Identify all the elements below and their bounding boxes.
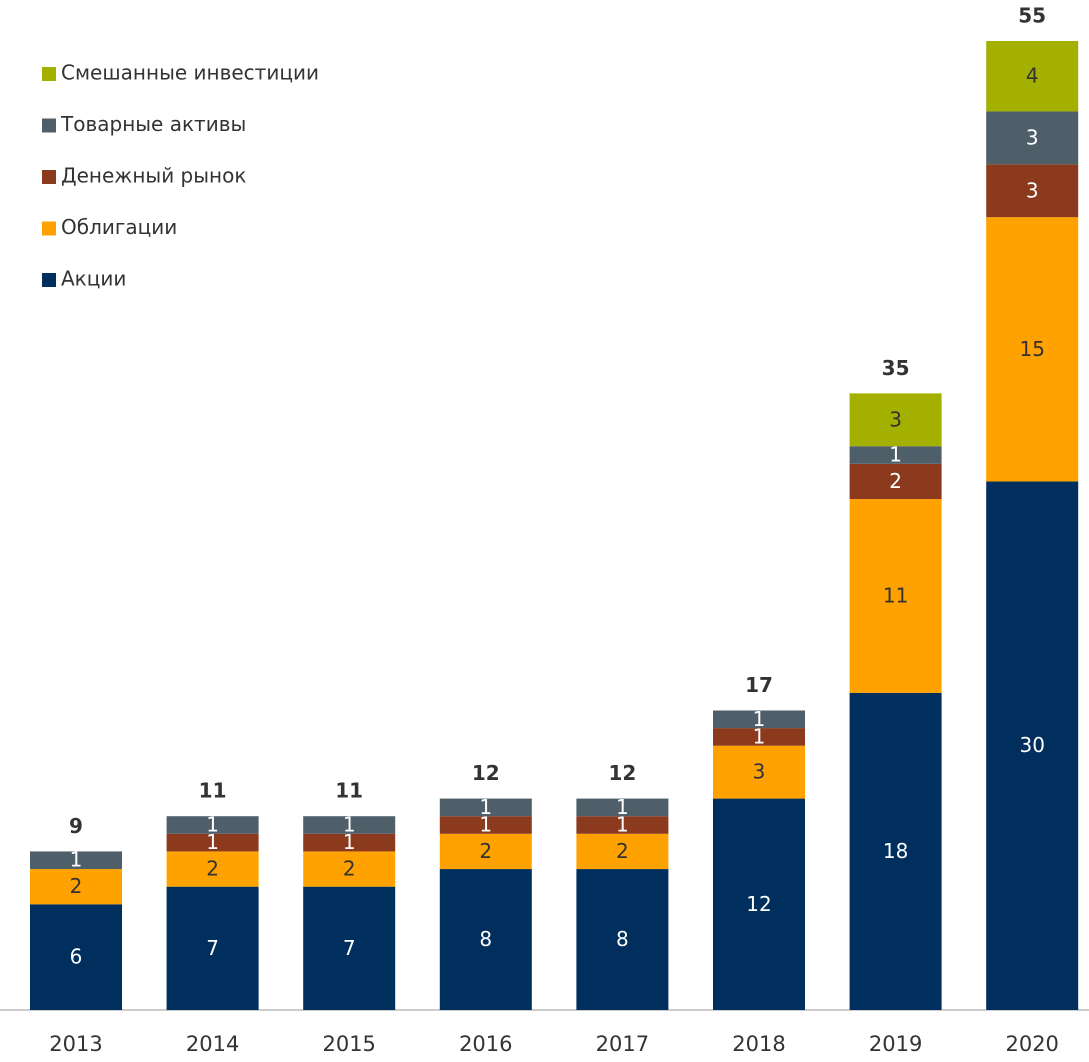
bar-segment <box>713 745 805 799</box>
bar-segment <box>986 111 1079 165</box>
bar-segment <box>576 869 669 1010</box>
legend-label: Смешанные инвестиции <box>61 61 319 85</box>
total-label: 11 <box>335 779 363 803</box>
data-label: 18 <box>883 839 908 863</box>
total-label: 35 <box>882 356 910 380</box>
data-label: 11 <box>883 583 908 607</box>
total-label: 55 <box>1018 4 1046 28</box>
data-label: 1 <box>343 813 356 837</box>
bar-segment <box>166 816 259 834</box>
bar-segment <box>576 816 669 834</box>
x-tick-label: 2015 <box>322 1032 375 1056</box>
data-label: 3 <box>889 407 902 431</box>
total-label: 12 <box>472 761 500 785</box>
x-tick-label: 2018 <box>732 1032 785 1056</box>
legend-label: Товарные активы <box>60 112 246 136</box>
data-label: 1 <box>753 724 766 748</box>
bar-segment <box>849 446 942 464</box>
data-label: 1 <box>70 848 83 872</box>
data-label: 2 <box>616 839 629 863</box>
data-label: 3 <box>1026 178 1039 202</box>
data-label: 3 <box>753 760 766 784</box>
bar-segment <box>849 692 942 1010</box>
bar-segment <box>986 217 1079 482</box>
data-label: 7 <box>206 936 219 960</box>
x-tick-label: 2014 <box>186 1032 239 1056</box>
bar-segment <box>439 833 532 870</box>
x-tick-label: 2019 <box>869 1032 922 1056</box>
total-label: 12 <box>608 761 636 785</box>
bar-segment <box>303 886 396 1010</box>
bar-segment <box>166 851 259 887</box>
bar-segment <box>30 851 122 870</box>
x-tick-label: 2016 <box>459 1032 512 1056</box>
bar-segment <box>576 798 669 817</box>
data-label: 2 <box>479 839 492 863</box>
data-label: 1 <box>479 813 492 837</box>
x-tick-label: 2017 <box>596 1032 649 1056</box>
legend-label: Акции <box>61 267 126 291</box>
legend-label: Облигации <box>61 215 177 239</box>
bar-segment <box>439 869 532 1010</box>
total-label: 11 <box>199 779 227 803</box>
bar-segment <box>303 833 396 852</box>
legend-swatch <box>42 273 56 287</box>
bar-segment <box>713 710 805 729</box>
bar-segment <box>849 463 942 500</box>
bar-segment <box>303 816 396 834</box>
legend-swatch <box>42 118 56 133</box>
data-label: 8 <box>616 927 629 951</box>
data-label: 12 <box>746 892 771 916</box>
data-label: 2 <box>206 857 219 881</box>
data-label: 8 <box>479 927 492 951</box>
data-label: 1 <box>616 813 629 837</box>
bar-segment <box>849 393 942 447</box>
x-tick-label: 2013 <box>49 1032 102 1056</box>
data-label: 7 <box>343 936 356 960</box>
bar-segment <box>166 886 259 1010</box>
bar-segment <box>986 41 1079 112</box>
data-label: 3 <box>1026 125 1039 149</box>
data-label: 2 <box>889 469 902 493</box>
data-label: 1 <box>206 813 219 837</box>
data-label: 6 <box>70 945 83 969</box>
data-label: 1 <box>753 707 766 731</box>
bar-segment <box>439 816 532 834</box>
bar-segment <box>986 164 1079 218</box>
data-label: 1 <box>479 795 492 819</box>
legend-swatch <box>42 67 56 81</box>
data-label: 2 <box>343 857 356 881</box>
data-label: 1 <box>616 795 629 819</box>
legend-swatch <box>42 170 56 184</box>
x-tick-label: 2020 <box>1005 1032 1058 1056</box>
data-label: 2 <box>70 874 83 898</box>
bar-segment <box>713 728 805 746</box>
data-label: 30 <box>1019 733 1044 757</box>
data-label: 1 <box>889 443 902 467</box>
bar-segment <box>576 833 669 870</box>
total-label: 9 <box>69 814 83 838</box>
bar-segment <box>30 904 122 1010</box>
bar-segment <box>986 481 1079 1010</box>
bar-segment <box>849 499 942 693</box>
data-label: 15 <box>1019 337 1044 361</box>
total-label: 17 <box>745 673 773 697</box>
bar-segment <box>439 798 532 817</box>
legend-swatch <box>42 221 56 236</box>
data-label: 1 <box>343 830 356 854</box>
bar-segment <box>30 869 122 905</box>
bar-segment <box>713 798 805 1010</box>
data-label: 1 <box>206 830 219 854</box>
bar-segment <box>166 833 259 852</box>
data-label: 4 <box>1026 64 1039 88</box>
bar-segment <box>303 851 396 887</box>
legend-label: Денежный рынок <box>61 164 246 188</box>
